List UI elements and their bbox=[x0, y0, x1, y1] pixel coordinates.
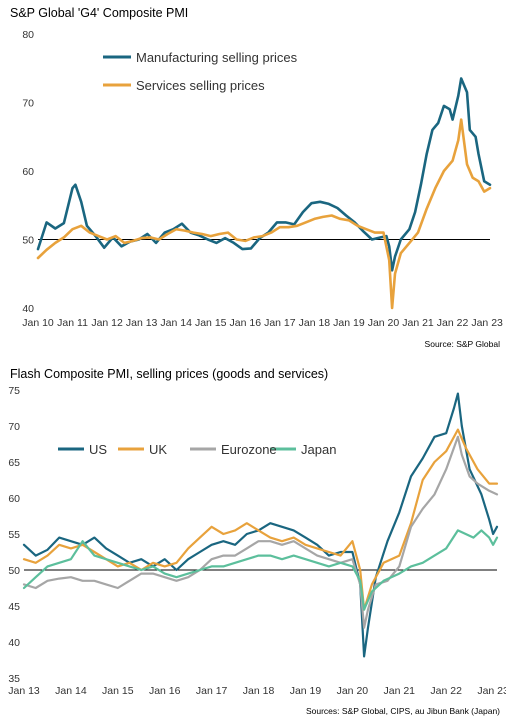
y-tick-label: 50 bbox=[8, 565, 20, 577]
y-tick-label: 40 bbox=[8, 637, 20, 649]
x-tick-label: Jan 21 bbox=[402, 317, 434, 329]
y-tick-label: 50 bbox=[22, 235, 34, 247]
y-tick-label: 70 bbox=[22, 98, 34, 110]
y-tick-label: 75 bbox=[8, 385, 20, 397]
x-tick-label: Jan 20 bbox=[337, 685, 369, 697]
x-tick-label: Jan 18 bbox=[243, 685, 275, 697]
x-tick-label: Jan 15 bbox=[195, 317, 227, 329]
y-tick-label: 45 bbox=[8, 601, 20, 613]
y-tick-label: 60 bbox=[22, 166, 34, 178]
x-tick-label: Jan 15 bbox=[102, 685, 134, 697]
legend-label: Eurozone bbox=[221, 442, 277, 457]
x-tick-label: Jan 10 bbox=[22, 317, 54, 329]
x-tick-label: Jan 19 bbox=[290, 685, 322, 697]
x-tick-label: Jan 18 bbox=[299, 317, 331, 329]
y-tick-label: 40 bbox=[22, 303, 34, 315]
x-tick-label: Jan 23 bbox=[471, 317, 503, 329]
source-note: Sources: S&P Global, CIPS, au Jibun Bank… bbox=[306, 706, 500, 716]
y-tick-label: 80 bbox=[22, 29, 34, 41]
chart-title: S&P Global 'G4' Composite PMI bbox=[10, 6, 188, 20]
x-tick-label: Jan 16 bbox=[230, 317, 262, 329]
y-tick-label: 70 bbox=[8, 421, 20, 433]
x-tick-label: Jan 11 bbox=[57, 317, 88, 329]
series-line-eurozone bbox=[22, 435, 499, 629]
x-tick-label: Jan 22 bbox=[430, 685, 462, 697]
y-tick-label: 35 bbox=[8, 673, 20, 685]
x-tick-label: Jan 22 bbox=[437, 317, 469, 329]
x-tick-label: Jan 17 bbox=[264, 317, 296, 329]
x-tick-label: Jan 21 bbox=[384, 685, 416, 697]
y-tick-label: 65 bbox=[8, 457, 20, 469]
x-tick-label: Jan 20 bbox=[368, 317, 400, 329]
x-tick-label: Jan 17 bbox=[196, 685, 228, 697]
series-line-services-selling-prices bbox=[36, 118, 492, 310]
x-tick-label: Jan 13 bbox=[126, 317, 158, 329]
series-line-manufacturing-selling-prices bbox=[36, 77, 492, 272]
chart-1 bbox=[36, 55, 492, 310]
x-tick-label: Jan 12 bbox=[91, 317, 123, 329]
legend-label: Japan bbox=[301, 442, 336, 457]
x-tick-label: Jan 14 bbox=[55, 685, 87, 697]
legend-label: Manufacturing selling prices bbox=[136, 50, 298, 65]
y-tick-label: 60 bbox=[8, 493, 20, 505]
x-tick-label: Jan 13 bbox=[8, 685, 40, 697]
y-tick-label: 55 bbox=[8, 529, 20, 541]
x-tick-label: Jan 16 bbox=[149, 685, 181, 697]
x-tick-label: Jan 23 bbox=[477, 685, 506, 697]
chart-title: Flash Composite PMI, selling prices (goo… bbox=[10, 367, 328, 381]
series-line-us bbox=[22, 392, 499, 658]
legend-label: Services selling prices bbox=[136, 78, 265, 93]
chart-2 bbox=[22, 392, 499, 658]
series-line-japan bbox=[22, 529, 499, 611]
x-tick-label: Jan 14 bbox=[160, 317, 192, 329]
x-tick-label: Jan 19 bbox=[333, 317, 365, 329]
legend-label: US bbox=[89, 442, 107, 457]
source-note: Source: S&P Global bbox=[425, 339, 501, 349]
legend-label: UK bbox=[149, 442, 167, 457]
